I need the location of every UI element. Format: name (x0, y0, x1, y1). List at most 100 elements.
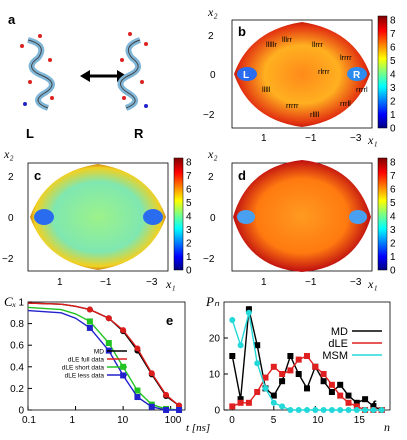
f-point (304, 385, 310, 392)
f-point (270, 392, 277, 399)
c-ytick-1: 0 (8, 213, 14, 224)
e-xtick-label: 10 (117, 415, 129, 426)
e-point (163, 391, 170, 398)
f-point (237, 399, 244, 406)
e-legend-label: dLE less data (65, 373, 105, 380)
c-ytick-0: 2 (8, 172, 14, 183)
state-label-R: R (134, 126, 144, 141)
d-cbar-tick: 2 (390, 239, 396, 250)
e-point (86, 306, 93, 313)
c-xtick-2: −3 (146, 277, 158, 288)
f-point (254, 389, 261, 395)
f-point (270, 363, 277, 370)
c-cbar-tick: 7 (186, 171, 192, 182)
f-point (362, 396, 369, 403)
e-ytick-label: 0.8 (10, 319, 24, 330)
f-xtick-label: 10 (312, 415, 324, 426)
f-point (262, 374, 269, 381)
b-annot-rrrrr: rrrrr (286, 101, 299, 110)
f-xlabel: n (384, 420, 390, 434)
f-point (245, 399, 252, 406)
b-annot-lllllr: lllllr (266, 40, 277, 49)
f-point (304, 353, 310, 359)
panel-b-label: b (238, 24, 246, 39)
d-xtick-0: 1 (261, 277, 267, 288)
e-series-line-1 (27, 302, 180, 407)
c-cbar-tick: 3 (186, 225, 192, 236)
f-point (229, 353, 236, 359)
b-cbar-tick: 4 (390, 70, 396, 81)
f-xtick-label: 15 (354, 415, 366, 426)
c-xtick-1: −1 (100, 277, 112, 288)
f-point (320, 371, 327, 377)
b-ytick-1: 0 (210, 70, 216, 81)
d-ytick-1: 0 (210, 213, 216, 224)
c-heatmap (30, 164, 166, 270)
b-xtick-2: −3 (350, 133, 362, 144)
f-point (287, 353, 294, 359)
f-point (337, 381, 344, 388)
e-xtick-label: 0.1 (22, 415, 36, 426)
e-xtick-label: 1 (70, 415, 76, 426)
d-cbar-tick: 4 (390, 212, 396, 223)
c-basin-R (143, 209, 163, 225)
f-point (345, 407, 352, 413)
c-cbar-tick: 2 (186, 239, 192, 250)
f-point (370, 403, 377, 410)
f-point (295, 371, 302, 377)
panel-c-label: c (34, 168, 41, 183)
peptide-right-icon (117, 32, 148, 111)
b-annot-llrrr: llrrr (312, 40, 323, 49)
d-basin-L (237, 210, 255, 224)
e-point (86, 318, 93, 325)
panel-a: a L R (8, 12, 148, 141)
panel-e-label: e (166, 313, 173, 328)
d-xtick-2: −3 (350, 277, 362, 288)
f-point (287, 367, 294, 374)
e-legend-label: dLE full data (68, 357, 105, 364)
f-point (254, 342, 261, 349)
f-point (312, 407, 319, 413)
e-point (105, 315, 112, 322)
f-ylabel: Pₙ (205, 294, 220, 309)
e-point (148, 403, 155, 410)
c-basin-L (34, 209, 54, 225)
b-cbar-tick: 3 (390, 83, 396, 94)
e-xtick-label: 100 (165, 415, 182, 426)
f-legend-label: MD (331, 326, 348, 338)
b-basin-L (237, 67, 257, 81)
b-annot-lllll: lllll (262, 85, 271, 94)
b-colorbar (377, 15, 388, 129)
d-ytick-0: 2 (208, 172, 214, 183)
f-xtick-label: 0 (229, 415, 235, 426)
c-ylabel: x₂ (3, 147, 14, 161)
panel-a-label: a (8, 12, 16, 27)
e-ytick-label: 1 (18, 298, 24, 309)
d-cbar-tick: 7 (390, 171, 396, 182)
d-xtick-1: −1 (305, 277, 317, 288)
e-ytick-label: 0.6 (10, 341, 24, 352)
f-point (254, 360, 261, 367)
b-heatmap (234, 22, 370, 127)
e-point (120, 327, 127, 334)
d-cbar-tick: 8 (390, 158, 396, 169)
c-cbar-tick: 6 (186, 185, 192, 196)
b-cbar-tick: 0 (390, 124, 396, 135)
f-point (345, 392, 352, 399)
d-xlabel: x₁ (367, 277, 378, 291)
c-cbar-tick: 1 (186, 252, 192, 263)
e-point (105, 340, 112, 347)
d-cbar-tick: 5 (390, 198, 396, 209)
panel-d-label: d (238, 168, 246, 183)
f-point (279, 371, 286, 377)
panel-c: x₂ c 2 0 −2 1 −1 −3 x₁ 8 7 6 5 4 3 2 1 0 (2, 147, 192, 291)
f-point (320, 378, 327, 385)
b-basin-R (347, 67, 367, 81)
d-cbar-tick: 0 (390, 266, 396, 277)
f-point (337, 392, 344, 399)
f-point (378, 407, 385, 413)
e-legend-label: MD (94, 349, 104, 356)
f-point (245, 306, 252, 313)
